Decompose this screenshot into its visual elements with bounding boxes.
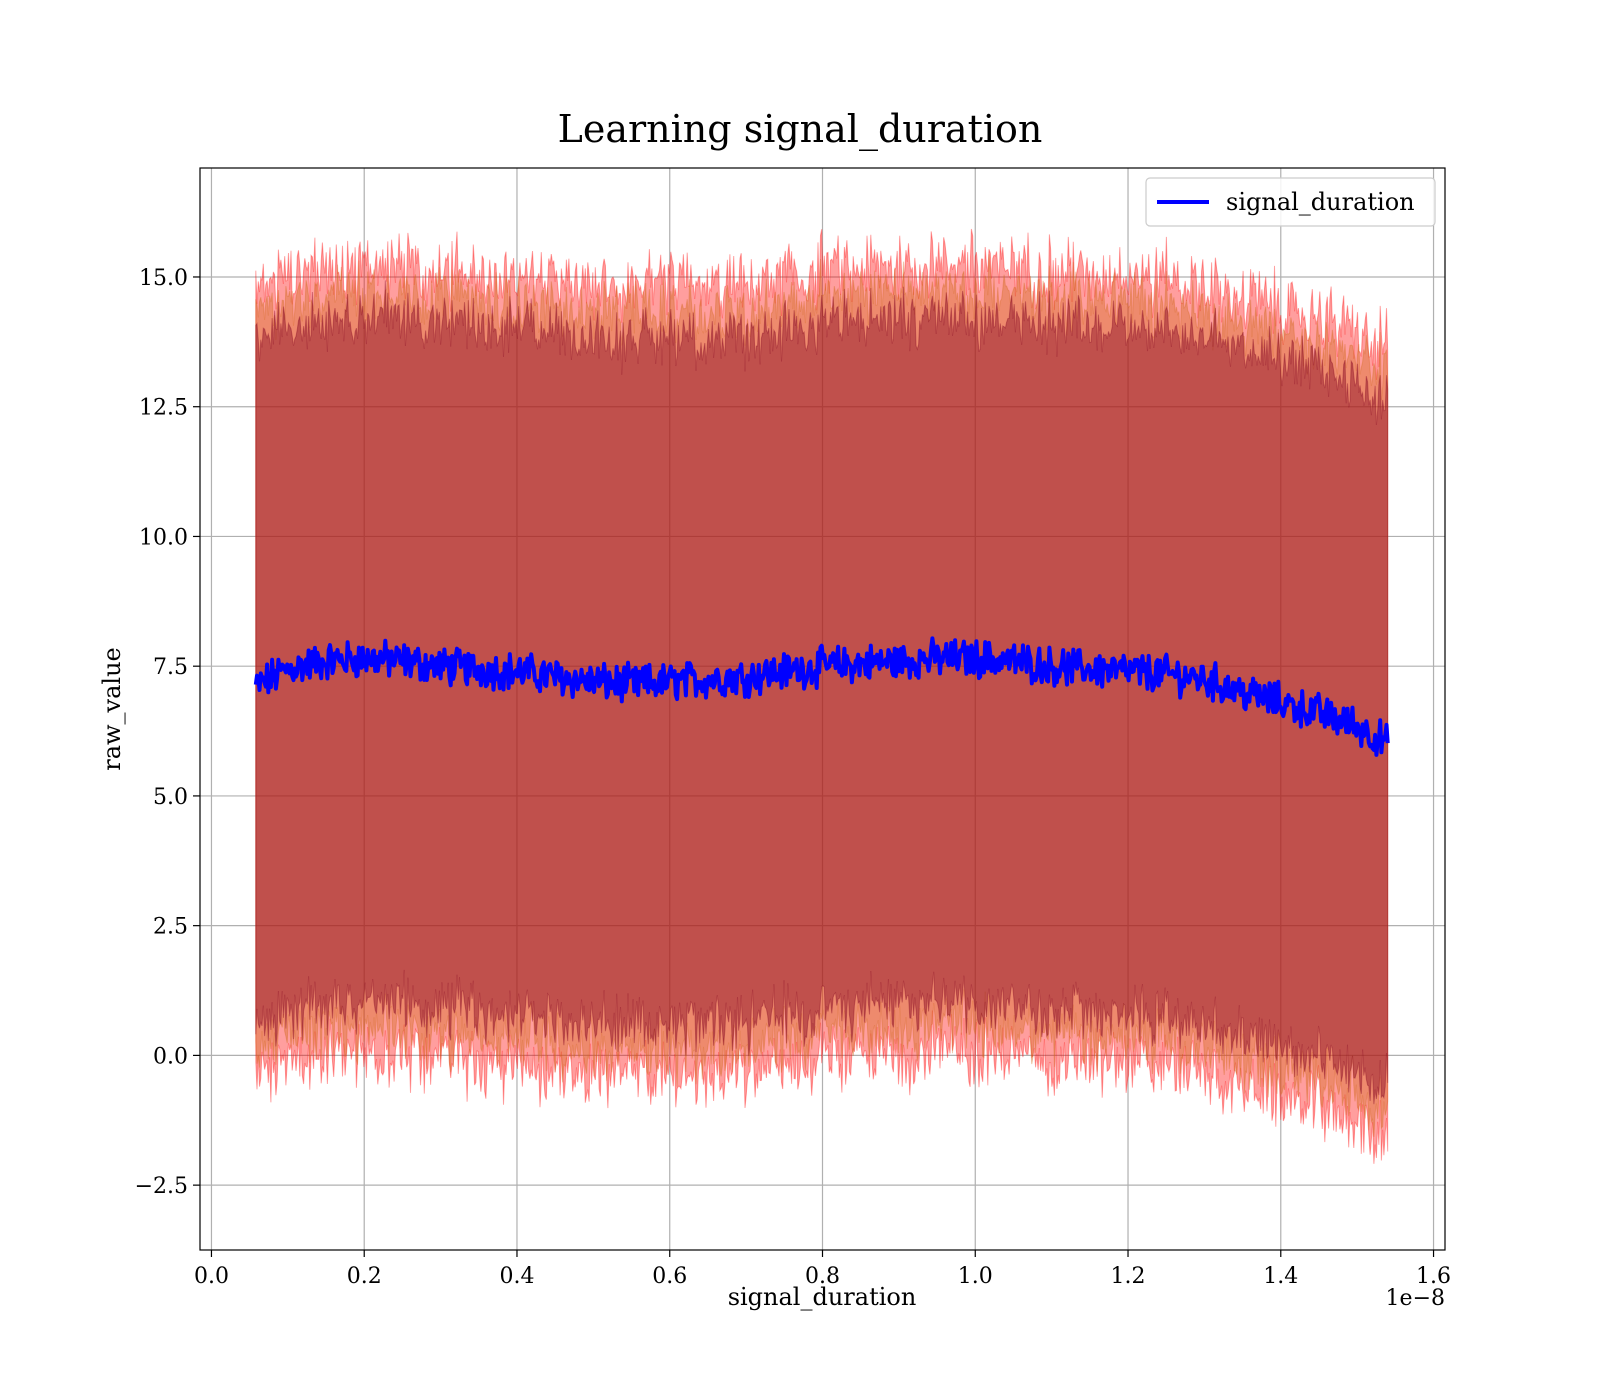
band-inner: [255, 280, 1389, 1105]
band-outer: [255, 228, 1389, 1164]
y-tick-label: 0.0: [153, 1044, 188, 1069]
series-lines: [253, 636, 1390, 757]
x-tick-label: 0.6: [652, 1264, 687, 1289]
grid: [200, 168, 1445, 1250]
legend-box: [1145, 177, 1436, 227]
chart-title: Learning signal_duration: [558, 107, 1043, 152]
x-axis-ticks: 0.0 0.2 0.4 0.6 0.8 1.0 1.2 1.4 1.6: [194, 1250, 1451, 1289]
y-tick-label: −2.5: [135, 1174, 188, 1199]
x-tick-label: 0.0: [194, 1264, 229, 1289]
x-tick-label: 1.4: [1263, 1264, 1298, 1289]
x-tick-label: 1.2: [1111, 1264, 1146, 1289]
x-tick-label: 0.2: [347, 1264, 382, 1289]
x-tick-label: 1.6: [1416, 1264, 1451, 1289]
y-tick-label: 15.0: [139, 266, 188, 291]
x-axis-label: signal_duration: [728, 1283, 917, 1311]
y-tick-label: 5.0: [153, 785, 188, 810]
y-tick-label: 2.5: [153, 915, 188, 940]
legend: signal_duration: [1145, 177, 1436, 227]
y-axis-ticks: −2.5 0.0 2.5 5.0 7.5 10.0 12.5 15.0: [135, 266, 200, 1199]
series-line-signal-duration: [253, 636, 1390, 757]
legend-label-signal-duration: signal_duration: [1226, 188, 1415, 216]
y-tick-label: 12.5: [139, 396, 188, 421]
y-tick-label: 7.5: [153, 655, 188, 680]
band-mid: [255, 254, 1389, 1137]
x-tick-label: 0.8: [805, 1264, 840, 1289]
x-axis-offset-label: 1e−8: [1386, 1286, 1445, 1311]
y-axis-label: raw_value: [98, 647, 126, 771]
uncertainty-bands: [255, 228, 1389, 1164]
x-tick-label: 0.4: [499, 1264, 534, 1289]
y-tick-label: 10.0: [139, 525, 188, 550]
x-tick-label: 1.0: [958, 1264, 993, 1289]
